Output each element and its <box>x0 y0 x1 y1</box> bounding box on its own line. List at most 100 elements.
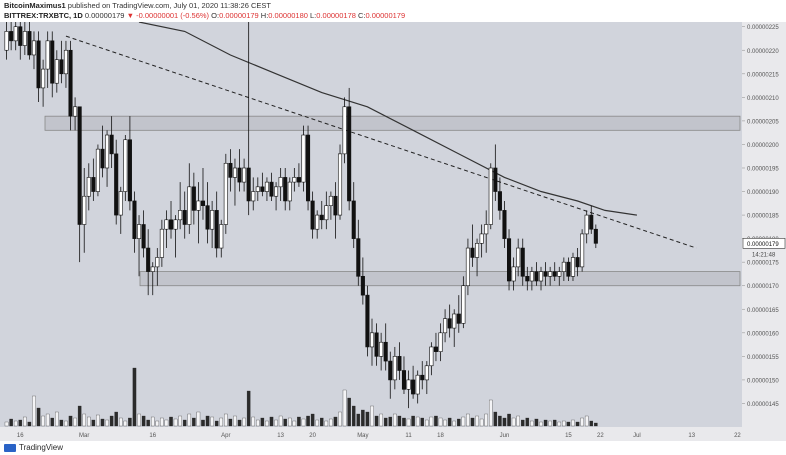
candle-body <box>155 257 160 268</box>
volume-bar <box>50 417 54 427</box>
volume-bar <box>201 419 205 427</box>
candle-body <box>86 177 91 197</box>
volume-bar <box>507 413 511 427</box>
last-price-tag <box>742 238 786 249</box>
candle-body <box>59 59 64 75</box>
candle-body <box>438 332 443 352</box>
candle-body <box>342 106 347 155</box>
volume-bar <box>525 417 530 427</box>
candle-body <box>22 31 27 46</box>
tradingview-logo[interactable]: TradingView <box>4 443 63 452</box>
candle-body <box>433 346 438 352</box>
price-tick-label: 0.00000220 <box>747 49 779 55</box>
candle-body <box>383 341 388 362</box>
candle-body <box>100 148 105 169</box>
candle-body <box>548 271 553 277</box>
volume-bar <box>589 420 594 427</box>
candle-body <box>374 332 379 357</box>
volume-bar <box>182 419 187 427</box>
candle-body <box>27 31 32 56</box>
candle-body <box>77 106 82 225</box>
volume-bar <box>237 419 242 427</box>
candle-body <box>82 195 87 225</box>
volume-bar <box>530 420 534 427</box>
time-tick-label: Jun <box>500 433 510 439</box>
volume-bar <box>82 413 86 427</box>
ohlc-high-key: H: <box>260 11 269 20</box>
author-name[interactable]: BitcoinMaximus1 <box>4 1 66 10</box>
ohlc-open-key: O: <box>211 11 220 20</box>
volume-bar <box>219 417 224 427</box>
price-tick-label: 0.00000150 <box>747 378 779 384</box>
publish-line: BitcoinMaximus1 published on TradingView… <box>4 1 271 10</box>
volume-bar <box>489 399 493 427</box>
candle-body <box>507 238 512 282</box>
ohlc-close-value: 0.00000179 <box>365 11 406 20</box>
candle-body <box>406 379 411 390</box>
candle-body <box>401 370 407 390</box>
volume-bar <box>132 367 137 427</box>
candle-body <box>529 271 534 282</box>
candle-body <box>470 247 475 258</box>
countdown-label: 14:21:48 <box>752 252 776 258</box>
candle-body <box>397 356 402 371</box>
symbol-line: BITTREX:TRXBTC, 1D 0.00000179 ▼ -0.00000… <box>4 11 405 20</box>
volume-bar <box>548 420 552 427</box>
price-tick-label: 0.00000145 <box>747 402 779 408</box>
price-tick-label: 0.00000155 <box>747 355 779 361</box>
volume-bar <box>36 407 41 427</box>
candle-body <box>328 195 333 206</box>
volume-bar <box>196 411 201 427</box>
time-tick-label: 18 <box>437 433 444 439</box>
volume-bar <box>77 405 82 427</box>
candle-body <box>388 360 393 381</box>
candle-body <box>242 167 247 183</box>
volume-bar <box>543 419 548 427</box>
candle-body <box>228 162 233 178</box>
candle-body <box>13 26 18 42</box>
candle-body <box>497 191 502 211</box>
candle-body <box>379 341 384 357</box>
volume-bar <box>96 414 100 427</box>
candle-body <box>447 318 452 329</box>
volume-bar <box>91 419 96 427</box>
candle-body <box>461 285 466 324</box>
candle-body <box>570 257 576 277</box>
time-tick-label: 16 <box>149 433 156 439</box>
candle-body <box>191 186 196 211</box>
candle-body <box>575 257 580 268</box>
volume-bar <box>365 411 370 427</box>
candle-body <box>356 238 361 277</box>
volume-bar <box>443 419 447 427</box>
volume-bar <box>23 416 27 427</box>
candle-body <box>210 210 215 230</box>
volume-bar <box>338 411 342 427</box>
volume-bar <box>13 420 18 427</box>
candle-body <box>534 271 539 282</box>
volume-bar <box>119 417 123 427</box>
volume-bar <box>68 415 73 427</box>
time-tick-label: 22 <box>734 433 741 439</box>
chart-area[interactable]: 0.00000225 0.00000220 0.00000215 0.00000210… <box>0 21 786 441</box>
volume-bar <box>64 420 68 427</box>
candle-body <box>200 200 206 206</box>
candle-body <box>178 210 183 221</box>
candle-body <box>196 200 201 211</box>
chart-footer: TradingView <box>0 441 786 455</box>
volume-bar <box>283 418 287 427</box>
volume-bar <box>320 417 324 427</box>
candle-body <box>520 247 525 277</box>
candle-body <box>187 186 192 225</box>
volume-bar <box>484 413 488 427</box>
time-tick-label: 16 <box>17 433 24 439</box>
candle-body <box>566 261 571 277</box>
candle-body <box>9 31 14 42</box>
time-tick-label: 20 <box>309 433 316 439</box>
price-tick-label: 0.00000185 <box>747 214 779 220</box>
candle-body <box>31 40 37 56</box>
time-tick-label: May <box>357 433 368 439</box>
candle-body <box>182 210 187 225</box>
volume-bar <box>242 417 246 427</box>
price-chart[interactable]: 0.00000225 0.00000220 0.00000215 0.00000210… <box>0 21 786 441</box>
candle-body <box>205 205 210 230</box>
